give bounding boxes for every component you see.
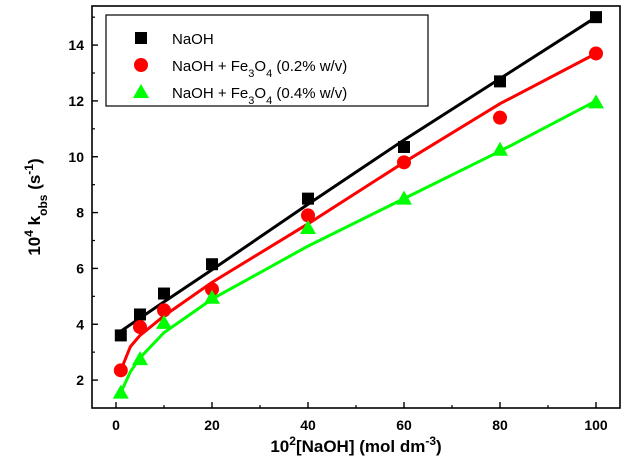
data-point-series-2 <box>397 155 411 170</box>
data-point-series-1 <box>590 11 602 24</box>
data-point-series-3 <box>112 384 129 399</box>
y-tick-label: 6 <box>76 260 84 276</box>
y-tick-label: 8 <box>76 205 84 221</box>
x-tick-label: 60 <box>396 417 412 433</box>
data-point-series-3 <box>396 190 412 205</box>
y-axis-title: 104 kobs (s-1) <box>22 158 50 255</box>
x-tick-label: 100 <box>584 417 608 433</box>
data-point-series-3 <box>132 351 148 366</box>
axis-ticks: 0 20 40 60 80 100 2 4 6 8 10 12 14 <box>68 16 608 433</box>
legend-marker-series-1 <box>135 32 147 44</box>
x-tick-label: 40 <box>300 417 316 433</box>
data-point-series-1 <box>114 329 127 342</box>
data-point-series-1 <box>302 192 314 205</box>
legend-marker-series-2 <box>134 58 148 72</box>
data-point-series-3 <box>588 94 604 109</box>
data-point-series-1 <box>158 287 170 300</box>
data-point-series-2 <box>133 320 147 335</box>
y-tick-label: 4 <box>76 316 84 332</box>
data-point-series-3 <box>492 141 508 156</box>
x-axis-title: 102[NaOH] (mol dm-3) <box>270 434 441 456</box>
data-point-series-2 <box>301 208 315 223</box>
data-point-series-1 <box>134 308 146 321</box>
y-tick-label: 2 <box>76 372 84 388</box>
data-point-series-1 <box>398 140 410 153</box>
x-tick-label: 0 <box>112 417 120 433</box>
y-tick-label: 14 <box>68 37 84 53</box>
data-point-series-3 <box>204 289 220 304</box>
x-tick-label: 80 <box>492 417 508 433</box>
data-point-series-1 <box>206 258 218 271</box>
data-point-series-3 <box>156 314 172 329</box>
data-point-series-2 <box>113 363 128 378</box>
legend-marker-series-3 <box>133 84 149 98</box>
data-point-series-3 <box>300 219 316 234</box>
legend-box <box>105 14 429 107</box>
y-tick-label: 10 <box>68 149 84 165</box>
legend: NaOH NaOH + Fe3O4 (0.2% w/v) NaOH + Fe3O4 … <box>105 14 429 107</box>
legend-label-series-1: NaOH <box>172 31 214 48</box>
y-tick-label: 12 <box>68 93 84 109</box>
data-point-series-1 <box>494 75 506 88</box>
legend-label-series-2: NaOH + Fe3O4 (0.2% w/v) <box>172 58 347 80</box>
x-tick-label: 20 <box>204 417 220 433</box>
data-points <box>112 11 604 399</box>
legend-label-series-3: NaOH + Fe3O4 (0.4% w/v) <box>172 85 347 107</box>
data-point-series-2 <box>493 110 507 125</box>
data-point-series-2 <box>157 303 171 318</box>
data-point-series-2 <box>205 282 219 297</box>
data-point-series-2 <box>589 46 603 61</box>
